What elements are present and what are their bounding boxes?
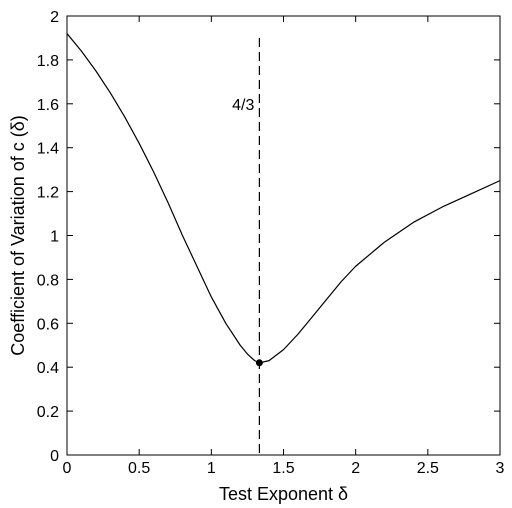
x-tick-label: 1 (207, 460, 216, 477)
y-tick-label: 2 (50, 9, 59, 26)
y-tick-label: 0.8 (37, 272, 59, 289)
plot-frame (66, 15, 501, 456)
x-tick-label: 0 (63, 460, 72, 477)
y-tick-label: 0.6 (37, 316, 59, 333)
vline-label: 4/3 (232, 97, 254, 114)
y-tick-label: 1 (50, 229, 59, 246)
x-axis-label: Test Exponent δ (219, 484, 348, 504)
y-tick-label: 1.8 (37, 53, 59, 70)
minimum-point-marker (255, 359, 263, 367)
annotations: 4/3 (232, 37, 263, 455)
y-tick-label: 0 (50, 448, 59, 465)
x-tick-label: 1.5 (272, 460, 294, 477)
y-tick-label: 1.2 (37, 185, 59, 202)
x-tick-label: 2.5 (417, 460, 439, 477)
x-tick-label: 3 (496, 460, 505, 477)
y-tick-label: 1.4 (37, 141, 59, 158)
x-tick-label: 2 (351, 460, 360, 477)
y-tick-label: 1.6 (37, 97, 59, 114)
y-tick-label: 0.4 (37, 360, 59, 377)
series-line (66, 33, 501, 364)
y-axis-label: Coefficient of Variation of c (δ) (8, 115, 28, 355)
axes (66, 15, 501, 456)
series-layer (66, 33, 501, 364)
ticks: 0 0.5 1 1.5 2 2.5 3 0 0.2 0.4 0.6 0.8 1 1.2 1.4 1.6 1.8 2 (37, 9, 505, 477)
y-tick-label: 0.2 (37, 404, 59, 421)
x-tick-label: 0.5 (128, 460, 150, 477)
